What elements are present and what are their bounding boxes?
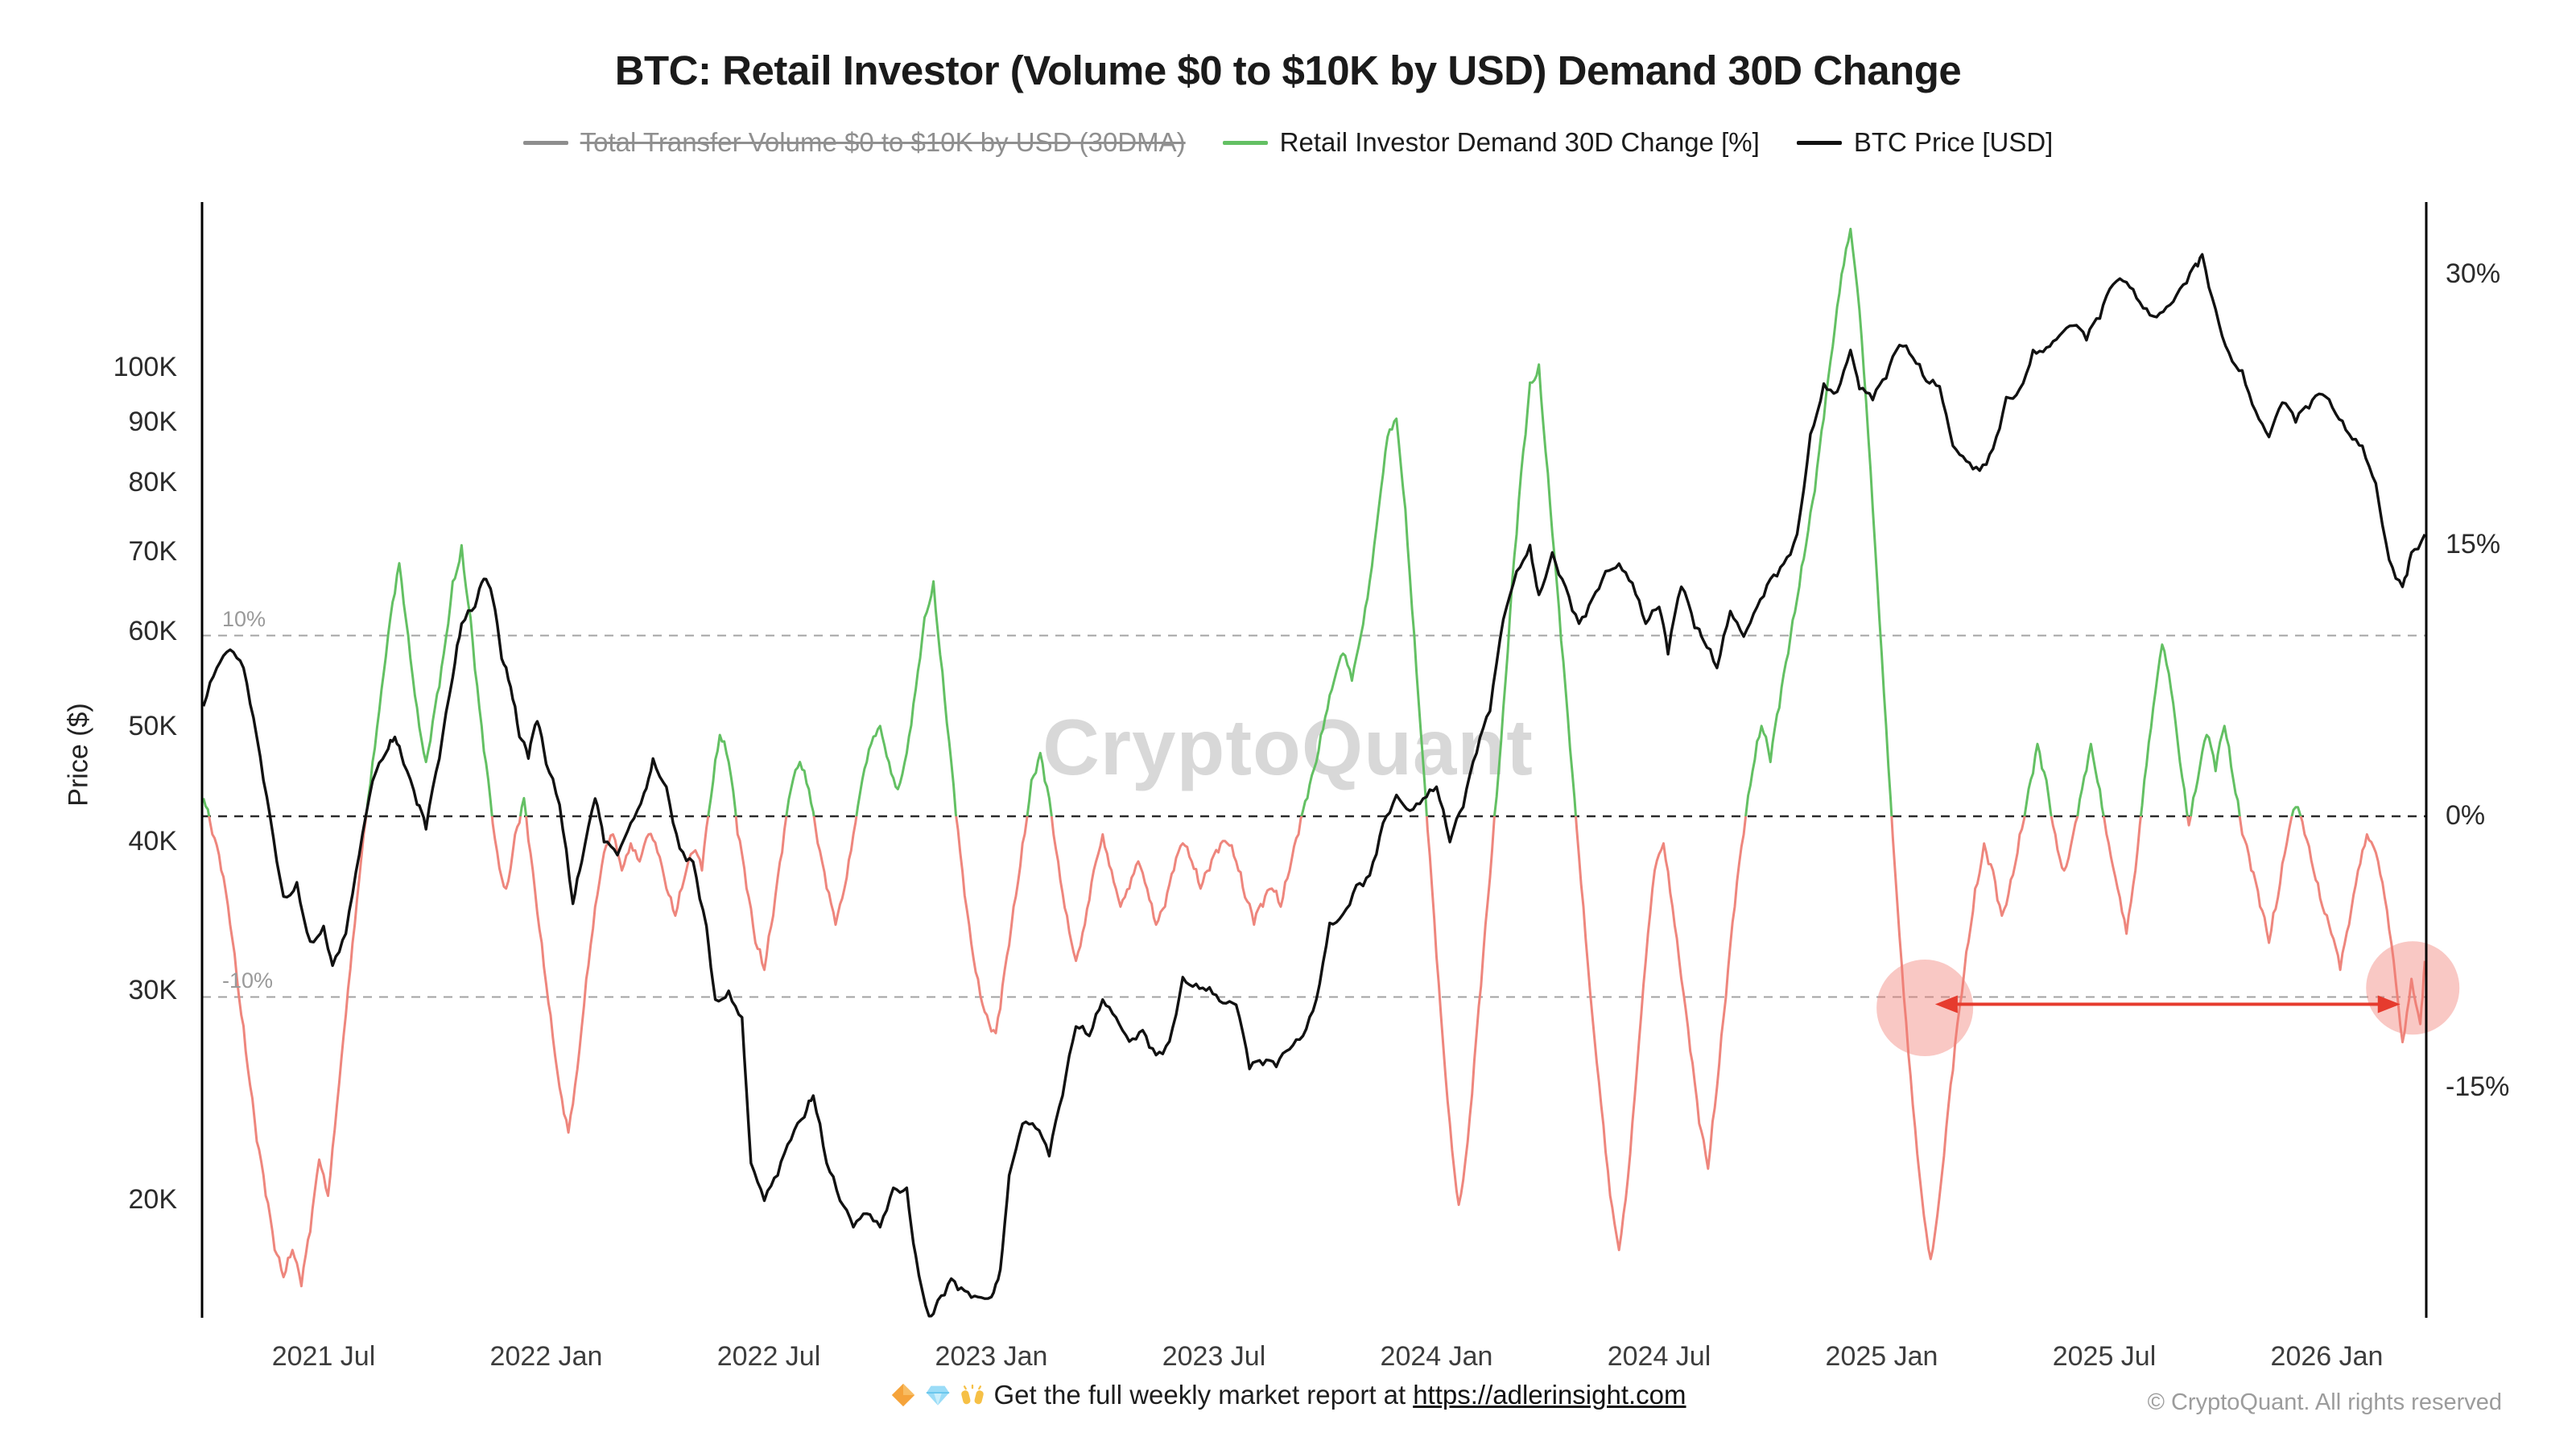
x-tick-2023-jan: 2023 Jan: [935, 1341, 1048, 1372]
report-link[interactable]: https://adlerinsight.com: [1413, 1380, 1686, 1410]
arrowhead-right: [2377, 995, 2401, 1013]
chart-title: BTC: Retail Investor (Volume $0 to $10K …: [614, 47, 1962, 93]
cryptoquant-watermark: CryptoQuant: [1042, 703, 1534, 791]
x-tick-2025-jan: 2025 Jan: [1825, 1341, 1938, 1372]
left-tick-60K: 60K: [128, 616, 178, 647]
left-tick-50K: 50K: [128, 710, 178, 741]
footer-message: Get the full weekly market report at: [993, 1380, 1406, 1410]
left-axis-title: Price ($): [63, 703, 94, 807]
right-tick-0%: 0%: [2446, 800, 2486, 831]
legend-swatch: [522, 140, 568, 145]
demand-line-positive: [202, 227, 2302, 816]
demand-line-negative: [208, 816, 2426, 1288]
x-tick-2021-jul: 2021 Jul: [271, 1341, 376, 1372]
x-tick-2023-jul: 2023 Jul: [1162, 1341, 1266, 1372]
orange-diamond-icon: [890, 1381, 917, 1409]
x-tick-2025-jul: 2025 Jul: [2052, 1341, 2157, 1372]
right-tick-30%: 30%: [2446, 258, 2501, 289]
legend-item-1[interactable]: Retail Investor Demand 30D Change [%]: [1222, 127, 1760, 158]
legend-label: BTC Price [USD]: [1853, 127, 2054, 157]
x-tick-2024-jan: 2024 Jan: [1380, 1341, 1493, 1372]
x-tick-2026-jan: 2026 Jan: [2270, 1341, 2384, 1372]
right-tick-15%: 15%: [2446, 529, 2501, 560]
highlight-circle-0: [1876, 959, 1974, 1056]
raising-hands-icon: [959, 1381, 986, 1409]
highlight-circle-1: [2366, 941, 2460, 1035]
legend: Total Transfer Volume $0 to $10K by USD …: [0, 127, 2576, 158]
x-tick-2024-jul: 2024 Jul: [1607, 1341, 1711, 1372]
x-tick-2022-jul: 2022 Jul: [716, 1341, 821, 1372]
copyright: © CryptoQuant. All rights reserved: [2147, 1389, 2502, 1415]
left-tick-30K: 30K: [128, 974, 178, 1005]
left-tick-100K: 100K: [113, 352, 177, 382]
left-tick-70K: 70K: [128, 536, 178, 568]
legend-swatch: [1222, 140, 1268, 145]
reference-label--10%: -10%: [222, 968, 274, 993]
legend-label: Total Transfer Volume $0 to $10K by USD …: [580, 127, 1186, 157]
legend-item-0[interactable]: Total Transfer Volume $0 to $10K by USD …: [522, 127, 1186, 158]
legend-swatch: [1796, 140, 1842, 145]
left-tick-80K: 80K: [128, 467, 178, 498]
right-tick--15%: -15%: [2446, 1071, 2510, 1102]
legend-label: Retail Investor Demand 30D Change [%]: [1279, 127, 1760, 157]
left-tick-40K: 40K: [128, 825, 178, 857]
left-tick-90K: 90K: [128, 406, 178, 437]
btc-price-line: [202, 253, 2426, 1318]
x-tick-2022-jan: 2022 Jan: [489, 1341, 603, 1372]
left-tick-20K: 20K: [128, 1184, 178, 1216]
footer: Get the full weekly market report at htt…: [0, 1380, 2576, 1410]
reference-label-10%: 10%: [222, 606, 266, 631]
arrowhead-left: [1934, 995, 1958, 1013]
gem-icon: [924, 1381, 952, 1409]
legend-item-2[interactable]: BTC Price [USD]: [1796, 127, 2054, 158]
